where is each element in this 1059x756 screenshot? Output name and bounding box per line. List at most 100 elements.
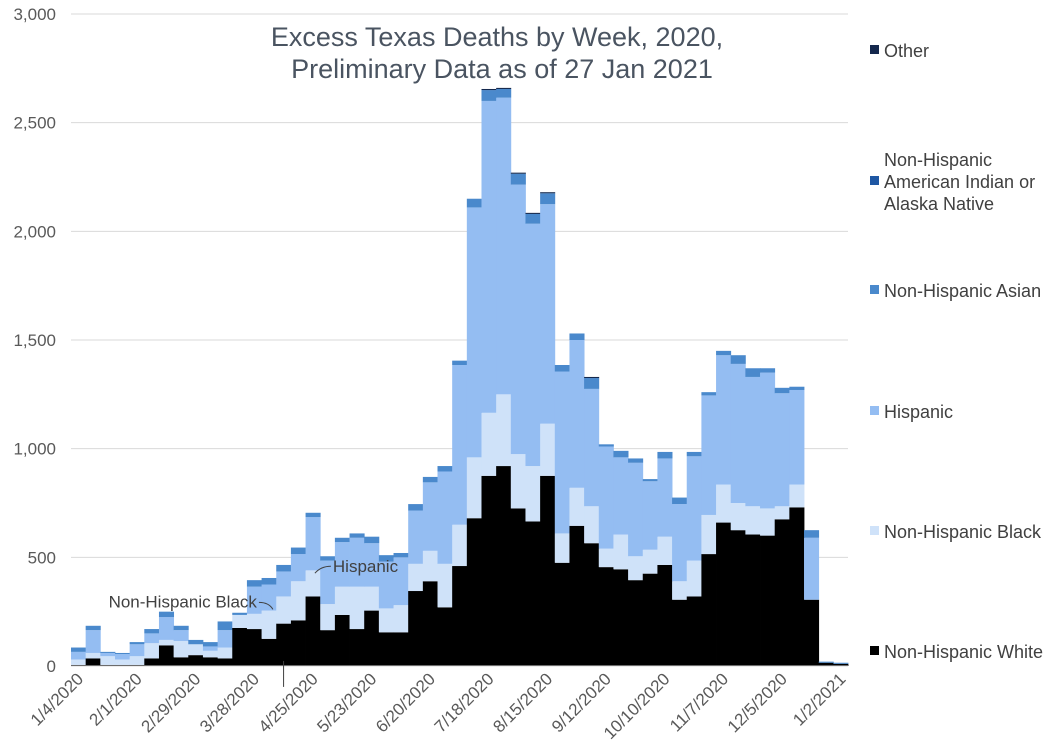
bar-segment-series-0-week-12 (246, 629, 262, 666)
bar-segment-series-3-week-46 (745, 368, 761, 377)
bar-segment-series-3-week-47 (760, 368, 776, 373)
bar-segment-series-1-week-30 (510, 454, 526, 509)
annotation-hispanic: Hispanic (333, 557, 399, 576)
bar-segment-series-2-week-41 (672, 504, 688, 582)
legend-swatch (870, 45, 879, 54)
bar-segment-series-2-week-2 (100, 652, 116, 657)
bar-segment-series-2-week-33 (554, 371, 570, 534)
bar-segment-series-2-week-26 (452, 364, 468, 525)
bar-segment-series-2-week-23 (408, 510, 424, 564)
bar-segment-series-3-week-33 (554, 364, 570, 372)
bar-segment-series-5-week-29 (496, 87, 512, 89)
bar-segment-series-1-week-21 (378, 608, 394, 633)
bar-segment-series-0-week-16 (305, 596, 321, 666)
bar-segment-series-3-week-2 (100, 651, 116, 653)
bar-segment-series-2-week-18 (334, 542, 350, 587)
bar-segment-series-2-week-0 (71, 651, 87, 660)
bar-segment-series-2-week-27 (466, 207, 482, 458)
bar-segment-series-5-week-35 (584, 376, 600, 379)
annotations: Hispanic Non-Hispanic Black (109, 557, 399, 687)
bar-segment-series-1-week-0 (71, 659, 87, 665)
bar-segment-series-3-week-27 (466, 198, 482, 208)
bar-segment-series-0-week-46 (745, 534, 761, 666)
bar-segment-series-3-week-35 (584, 378, 600, 389)
y-tick-label: 3,000 (13, 5, 56, 24)
bar-segment-series-1-week-43 (701, 514, 717, 555)
bar-segment-series-0-week-3 (114, 664, 131, 666)
bar-segment-series-1-week-37 (613, 534, 629, 570)
bar-segment-series-1-week-46 (745, 506, 761, 535)
y-tick-label: 0 (47, 657, 56, 676)
bar-segment-series-2-week-5 (144, 633, 160, 644)
legend-entry: Non-Hispanic White (884, 642, 1043, 662)
bar-segment-series-2-week-40 (657, 458, 673, 537)
bar-segment-series-1-week-24 (422, 550, 438, 582)
y-tick-label: 1,000 (13, 440, 56, 459)
bar-segment-series-0-week-51 (818, 662, 834, 666)
bar-segment-series-3-week-48 (774, 387, 790, 394)
bar-segment-series-0-week-4 (129, 664, 145, 666)
bar-segment-series-3-week-43 (701, 392, 717, 396)
bar-segment-series-3-week-37 (613, 450, 629, 458)
bar-segment-series-1-week-25 (437, 563, 453, 608)
bar-segment-series-1-week-5 (144, 643, 160, 659)
bar-segment-series-0-week-10 (217, 658, 233, 666)
bar-segment-series-0-week-14 (276, 623, 292, 666)
x-tick-label: 11/7/2020 (666, 669, 732, 735)
bar-segment-series-1-week-11 (232, 614, 248, 628)
bar-segment-series-3-week-18 (334, 537, 350, 543)
bar-segment-series-0-week-8 (188, 655, 204, 666)
bar-segment-series-3-week-24 (422, 476, 438, 483)
y-tick-label: 1,500 (13, 331, 56, 350)
bar-segment-series-2-week-25 (437, 471, 453, 564)
bar-segment-series-2-week-36 (598, 446, 614, 549)
bar-segment-series-1-week-22 (393, 605, 409, 633)
y-tick-label: 2,500 (13, 114, 56, 133)
bar-segment-series-0-week-25 (437, 607, 453, 666)
bar-segment-series-0-week-32 (540, 475, 556, 666)
bar-segment-series-1-week-6 (158, 639, 175, 646)
bar-segment-series-0-week-34 (569, 525, 585, 666)
bar-segment-series-2-week-14 (276, 571, 292, 597)
legend-swatch (870, 406, 879, 415)
annotation-non-hispanic-black: Non-Hispanic Black (109, 592, 258, 611)
bar-segment-series-1-week-28 (481, 412, 497, 476)
bar-segment-series-2-week-29 (496, 97, 512, 395)
bar-segment-series-0-week-7 (173, 657, 189, 666)
bar-segment-series-3-week-3 (114, 652, 131, 655)
bar-segment-series-0-week-42 (686, 596, 702, 666)
bar-segment-series-0-week-9 (202, 657, 219, 666)
bar-segment-series-2-week-42 (686, 456, 702, 561)
bar-segment-series-0-week-15 (290, 620, 306, 666)
bar-segment-series-0-week-18 (334, 614, 350, 666)
x-tick-label: 1/2/2021 (789, 669, 849, 729)
bar-segment-series-3-week-15 (290, 547, 306, 555)
bar-segment-series-2-week-34 (569, 340, 585, 488)
x-tick-label: 2/1/2020 (86, 669, 146, 729)
chart-title: Excess Texas Deaths by Week, 2020, (271, 22, 723, 52)
bar-segment-series-2-week-39 (642, 481, 658, 550)
bar-segment-series-5-week-31 (525, 212, 541, 214)
bar-segment-series-3-week-20 (364, 536, 380, 544)
bar-segment-series-1-week-44 (716, 484, 732, 523)
bar-segment-series-3-week-26 (452, 360, 468, 365)
bar-segment-series-2-week-3 (114, 654, 131, 660)
bar-segment-series-3-week-36 (598, 444, 614, 447)
bar-segment-series-1-week-36 (598, 548, 614, 568)
bar-segment-series-3-week-10 (217, 621, 233, 631)
bar-segment-series-2-week-43 (701, 395, 717, 515)
x-tick-label: 8/15/2020 (489, 669, 556, 736)
bar-segment-series-3-week-8 (188, 639, 204, 645)
bar-segment-series-1-week-38 (628, 556, 644, 581)
bar-segment-series-3-week-45 (730, 355, 746, 364)
bar-segment-series-1-week-27 (466, 457, 482, 519)
bar-segment-series-3-week-4 (129, 642, 145, 645)
bar-segment-series-0-week-22 (393, 632, 409, 666)
x-tick-label: 3/28/2020 (196, 669, 263, 736)
bar-segment-series-2-week-10 (217, 630, 233, 648)
x-tick-label: 12/5/2020 (724, 669, 791, 736)
x-axis-tick-labels: 1/4/20202/1/20202/29/20203/28/20204/25/2… (27, 669, 850, 743)
bar-segment-series-5-week-32 (540, 192, 556, 194)
bar-segment-series-0-week-26 (452, 566, 468, 666)
bar-segment-series-0-week-19 (349, 629, 365, 666)
